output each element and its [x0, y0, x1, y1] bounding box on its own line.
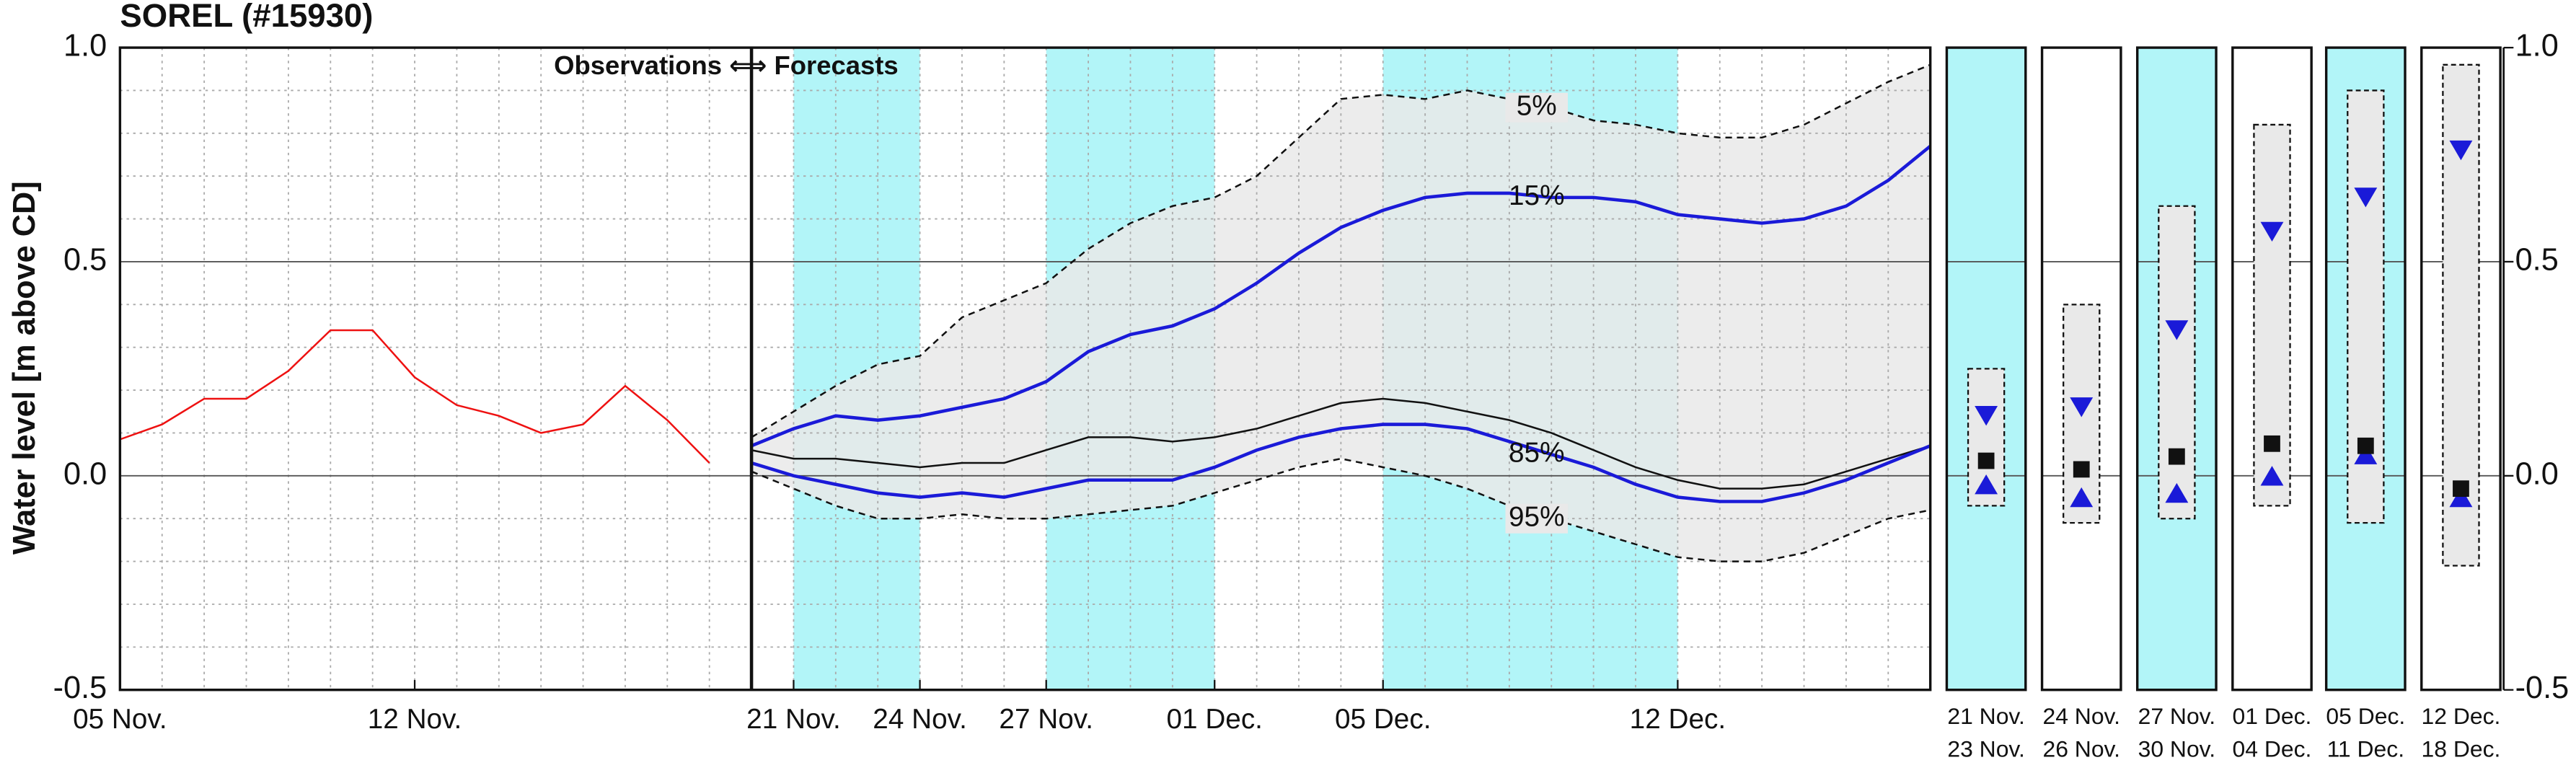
spread-band: [751, 64, 1931, 562]
series-label-bg: [1505, 503, 1569, 534]
series-line: [751, 423, 1931, 503]
panel-period-end: 18 Dec.: [2422, 735, 2501, 760]
panel-frame: [2135, 46, 2218, 691]
x-tick-label: 21 Nov.: [746, 704, 841, 735]
panel-median-marker: [2168, 448, 2185, 465]
panel-period-end: 23 Nov.: [1947, 735, 2024, 760]
series-line: [751, 397, 1931, 490]
x-tick-label: 01 Dec.: [1167, 704, 1263, 735]
panel-frame: [2420, 46, 2502, 691]
panel-period-end: 04 Dec.: [2233, 735, 2312, 760]
plot-frame: [118, 46, 1932, 691]
panel-period-start: 01 Dec.: [2233, 703, 2312, 729]
panel-p15-marker: [2449, 140, 2473, 161]
x-tick-label: 27 Nov.: [999, 704, 1093, 735]
x-tick-label: 12 Dec.: [1630, 704, 1726, 735]
x-tick-label: 05 Dec.: [1335, 704, 1431, 735]
panel-median-marker: [1977, 452, 1995, 469]
series-label: 15%: [1509, 180, 1565, 211]
panel-p15-marker: [2260, 221, 2284, 242]
panel-range-box: [2158, 205, 2196, 520]
panel-p15-marker: [2354, 187, 2378, 208]
panel-p85-marker: [2165, 482, 2189, 503]
panel-frame: [2040, 46, 2122, 691]
panel-period-start: 27 Nov.: [2138, 703, 2215, 729]
panel-period-end: 26 Nov.: [2042, 735, 2120, 760]
y-tick-label: 1.0: [63, 28, 107, 63]
y-tick-label: 0.5: [63, 242, 107, 277]
panel-frame: [2231, 46, 2313, 691]
y-tick-label-right: -0.5: [2515, 671, 2570, 705]
panel-frame: [1945, 46, 2027, 691]
y-axis-label: Water level [m above CD]: [7, 181, 42, 554]
panel-p85-marker: [2260, 466, 2284, 486]
annotation: Observations ⟺ Forecasts: [554, 50, 899, 80]
panel-median-marker: [2264, 435, 2280, 452]
series-line: [119, 329, 710, 464]
panel-median-marker: [2073, 461, 2090, 478]
panel-period-end: 30 Nov.: [2138, 735, 2215, 760]
panel-period-start: 21 Nov.: [1947, 703, 2024, 729]
panel-median-marker: [2453, 480, 2469, 498]
series-label-bg: [1505, 92, 1569, 123]
y-tick-label-right: 1.0: [2515, 28, 2559, 63]
panel-frame: [2324, 46, 2407, 691]
panel-period-start: 24 Nov.: [2042, 703, 2120, 729]
panel-p15-marker: [1975, 406, 1998, 426]
series-line: [751, 144, 1932, 448]
x-tick-label: 24 Nov.: [873, 704, 967, 735]
x-tick-label: 12 Nov.: [368, 704, 462, 735]
panel-p85-marker: [2449, 487, 2473, 508]
series-line: [751, 63, 1931, 438]
x-tick-label: 05 Nov.: [73, 704, 167, 735]
y-tick-label: -0.5: [53, 671, 107, 705]
y-tick-label-right: 0.0: [2515, 456, 2559, 491]
series-label: 5%: [1517, 90, 1557, 121]
panel-p85-marker: [1975, 474, 1998, 495]
panel-p85-marker: [2070, 487, 2094, 508]
panel-period-start: 12 Dec.: [2422, 703, 2501, 729]
y-tick-label-right: 0.5: [2515, 242, 2559, 277]
panel-p15-marker: [2070, 397, 2094, 417]
series-label: 85%: [1509, 437, 1565, 468]
chart-title: SOREL (#15930): [120, 0, 373, 34]
panel-period-end: 11 Dec.: [2327, 735, 2404, 760]
panel-period-start: 05 Dec.: [2326, 703, 2405, 729]
panel-median-marker: [2357, 437, 2374, 454]
y-tick-label: 0.0: [63, 456, 107, 491]
series-label: 95%: [1509, 501, 1565, 532]
series-line: [751, 457, 1931, 562]
panel-p85-marker: [2354, 444, 2378, 464]
panel-p15-marker: [2165, 320, 2189, 340]
